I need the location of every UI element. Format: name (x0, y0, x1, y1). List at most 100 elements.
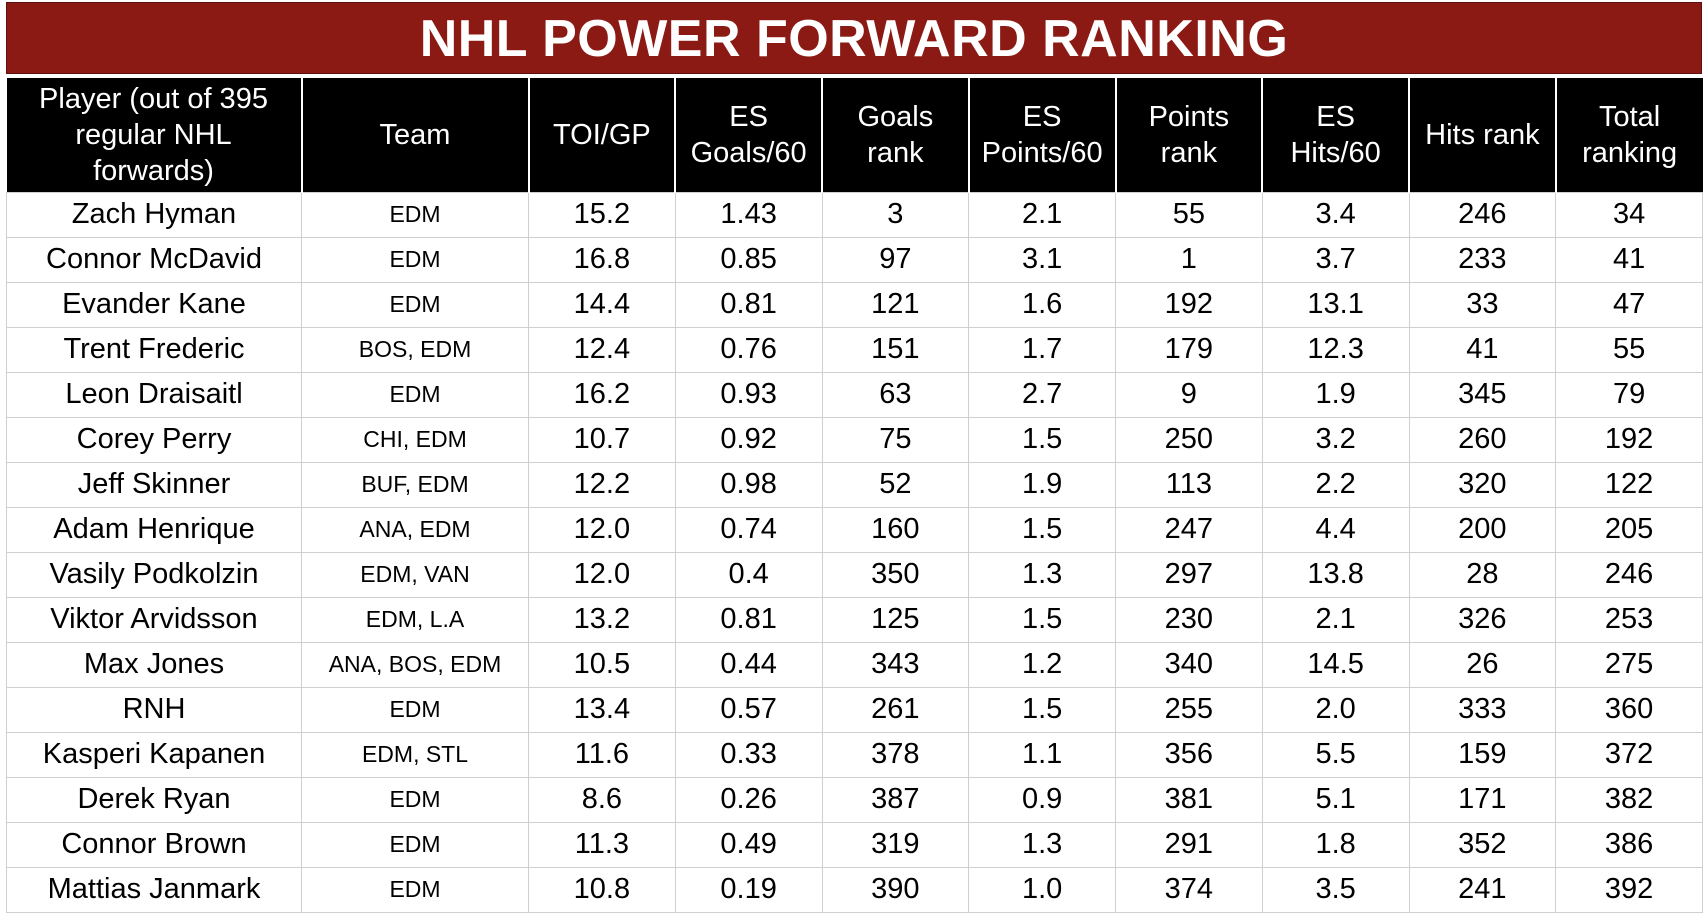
points-rank-cell: 192 (1115, 281, 1263, 328)
player-name-cell: RNH (6, 686, 302, 733)
table-row: Kasperi Kapanen EDM, STL 11.6 0.33 378 1.1 356… (6, 731, 1703, 778)
es-hits-60-cell: 1.8 (1261, 821, 1410, 868)
player-name-cell: Adam Henrique (6, 506, 302, 553)
column-header-goals-rank: Goals rank (821, 78, 969, 192)
player-name-cell: Evander Kane (6, 281, 302, 328)
hits-rank-cell: 200 (1408, 506, 1557, 553)
es-goals-60-cell: 1.43 (674, 191, 823, 238)
column-header-hits-rank: Hits rank (1408, 78, 1556, 192)
es-goals-60-cell: 0.92 (674, 416, 823, 463)
column-header-points-rank: Points rank (1114, 78, 1263, 192)
total-ranking-cell: 122 (1555, 461, 1703, 508)
table-row: Adam Henrique ANA, EDM 12.0 0.74 160 1.5 247 4.… (6, 506, 1703, 553)
points-rank-cell: 247 (1115, 506, 1263, 553)
column-header-team: Team (300, 78, 529, 192)
es-goals-60-cell: 0.98 (674, 461, 823, 508)
team-cell: EDM (301, 371, 529, 418)
table-row: Max Jones ANA, BOS, EDM 10.5 0.44 343 1.2 340 1… (6, 641, 1703, 688)
es-points-60-cell: 1.5 (968, 416, 1116, 463)
es-hits-60-cell: 2.2 (1261, 461, 1410, 508)
team-cell: ANA, EDM (301, 506, 529, 553)
column-header-es-goals-60: ES Goals/60 (674, 78, 822, 192)
goals-rank-cell: 390 (821, 866, 970, 913)
total-ranking-cell: 192 (1555, 416, 1703, 463)
es-hits-60-cell: 2.1 (1261, 596, 1410, 643)
team-cell: BOS, EDM (301, 326, 529, 373)
goals-rank-cell: 261 (821, 686, 970, 733)
total-ranking-cell: 47 (1555, 281, 1703, 328)
points-rank-cell: 297 (1115, 551, 1263, 598)
hits-rank-cell: 26 (1408, 641, 1557, 688)
table-row: Connor McDavid EDM 16.8 0.85 97 3.1 1 3.7 233 41 (6, 236, 1703, 283)
es-points-60-cell: 1.5 (968, 506, 1116, 553)
es-hits-60-cell: 3.7 (1261, 236, 1410, 283)
es-points-60-cell: 1.1 (968, 731, 1116, 778)
table-body: Zach Hyman EDM 15.2 1.43 3 2.1 55 3.4 246 34 Conno… (6, 191, 1703, 913)
es-points-60-cell: 1.3 (968, 551, 1116, 598)
goals-rank-cell: 319 (821, 821, 970, 868)
table-row: Corey Perry CHI, EDM 10.7 0.92 75 1.5 250 3.2 26… (6, 416, 1703, 463)
player-name-cell: Kasperi Kapanen (6, 731, 302, 778)
player-name-cell: Viktor Arvidsson (6, 596, 302, 643)
player-name-cell: Connor McDavid (6, 236, 302, 283)
total-ranking-cell: 34 (1555, 191, 1703, 238)
total-ranking-cell: 386 (1555, 821, 1703, 868)
es-points-60-cell: 1.2 (968, 641, 1116, 688)
team-cell: EDM, STL (301, 731, 529, 778)
es-points-60-cell: 2.1 (968, 191, 1116, 238)
column-header-es-hits-60: ES Hits/60 (1261, 78, 1409, 192)
toi-gp-cell: 15.2 (528, 191, 676, 238)
table-frame: NHL POWER FORWARD RANKING Player (out of… (6, 2, 1703, 913)
points-rank-cell: 340 (1115, 641, 1263, 688)
es-goals-60-cell: 0.49 (674, 821, 823, 868)
toi-gp-cell: 10.5 (528, 641, 676, 688)
toi-gp-cell: 14.4 (528, 281, 676, 328)
header-row: Player (out of 395 regular NHL forwards)… (6, 78, 1703, 192)
toi-gp-cell: 16.8 (528, 236, 676, 283)
goals-rank-cell: 125 (821, 596, 970, 643)
hits-rank-cell: 241 (1408, 866, 1557, 913)
es-hits-60-cell: 3.5 (1261, 866, 1410, 913)
table-row: Zach Hyman EDM 15.2 1.43 3 2.1 55 3.4 246 34 (6, 191, 1703, 238)
goals-rank-cell: 3 (821, 191, 970, 238)
total-ranking-cell: 79 (1555, 371, 1703, 418)
table-row: Mattias Janmark EDM 10.8 0.19 390 1.0 374 3.5 24… (6, 866, 1703, 913)
team-cell: EDM (301, 776, 529, 823)
es-goals-60-cell: 0.85 (674, 236, 823, 283)
points-rank-cell: 374 (1115, 866, 1263, 913)
toi-gp-cell: 13.2 (528, 596, 676, 643)
total-ranking-cell: 55 (1555, 326, 1703, 373)
es-hits-60-cell: 14.5 (1261, 641, 1410, 688)
goals-rank-cell: 343 (821, 641, 970, 688)
points-rank-cell: 291 (1115, 821, 1263, 868)
total-ranking-cell: 275 (1555, 641, 1703, 688)
total-ranking-cell: 360 (1555, 686, 1703, 733)
team-cell: BUF, EDM (301, 461, 529, 508)
es-goals-60-cell: 0.57 (674, 686, 823, 733)
table-row: Evander Kane EDM 14.4 0.81 121 1.6 192 13.1 33 47 (6, 281, 1703, 328)
goals-rank-cell: 52 (821, 461, 970, 508)
es-goals-60-cell: 0.93 (674, 371, 823, 418)
player-name-cell: Corey Perry (6, 416, 302, 463)
points-rank-cell: 356 (1115, 731, 1263, 778)
team-cell: EDM (301, 821, 529, 868)
table-row: Jeff Skinner BUF, EDM 12.2 0.98 52 1.9 113 2.2 3… (6, 461, 1703, 508)
es-goals-60-cell: 0.81 (674, 281, 823, 328)
toi-gp-cell: 16.2 (528, 371, 676, 418)
es-hits-60-cell: 1.9 (1261, 371, 1410, 418)
es-goals-60-cell: 0.19 (674, 866, 823, 913)
power-forward-table: Player (out of 395 regular NHL forwards)… (6, 78, 1703, 913)
es-hits-60-cell: 4.4 (1261, 506, 1410, 553)
table-row: Vasily Podkolzin EDM, VAN 12.0 0.4 350 1.3 297… (6, 551, 1703, 598)
table-row: Viktor Arvidsson EDM, L.A 13.2 0.81 125 1.5 23… (6, 596, 1703, 643)
player-name-cell: Zach Hyman (6, 191, 302, 238)
player-name-cell: Connor Brown (6, 821, 302, 868)
es-hits-60-cell: 3.2 (1261, 416, 1410, 463)
team-cell: CHI, EDM (301, 416, 529, 463)
goals-rank-cell: 121 (821, 281, 970, 328)
es-goals-60-cell: 0.33 (674, 731, 823, 778)
points-rank-cell: 113 (1115, 461, 1263, 508)
table-row: Trent Frederic BOS, EDM 12.4 0.76 151 1.7 179 1… (6, 326, 1703, 373)
es-points-60-cell: 1.5 (968, 596, 1116, 643)
column-header-total-ranking: Total ranking (1554, 78, 1703, 192)
